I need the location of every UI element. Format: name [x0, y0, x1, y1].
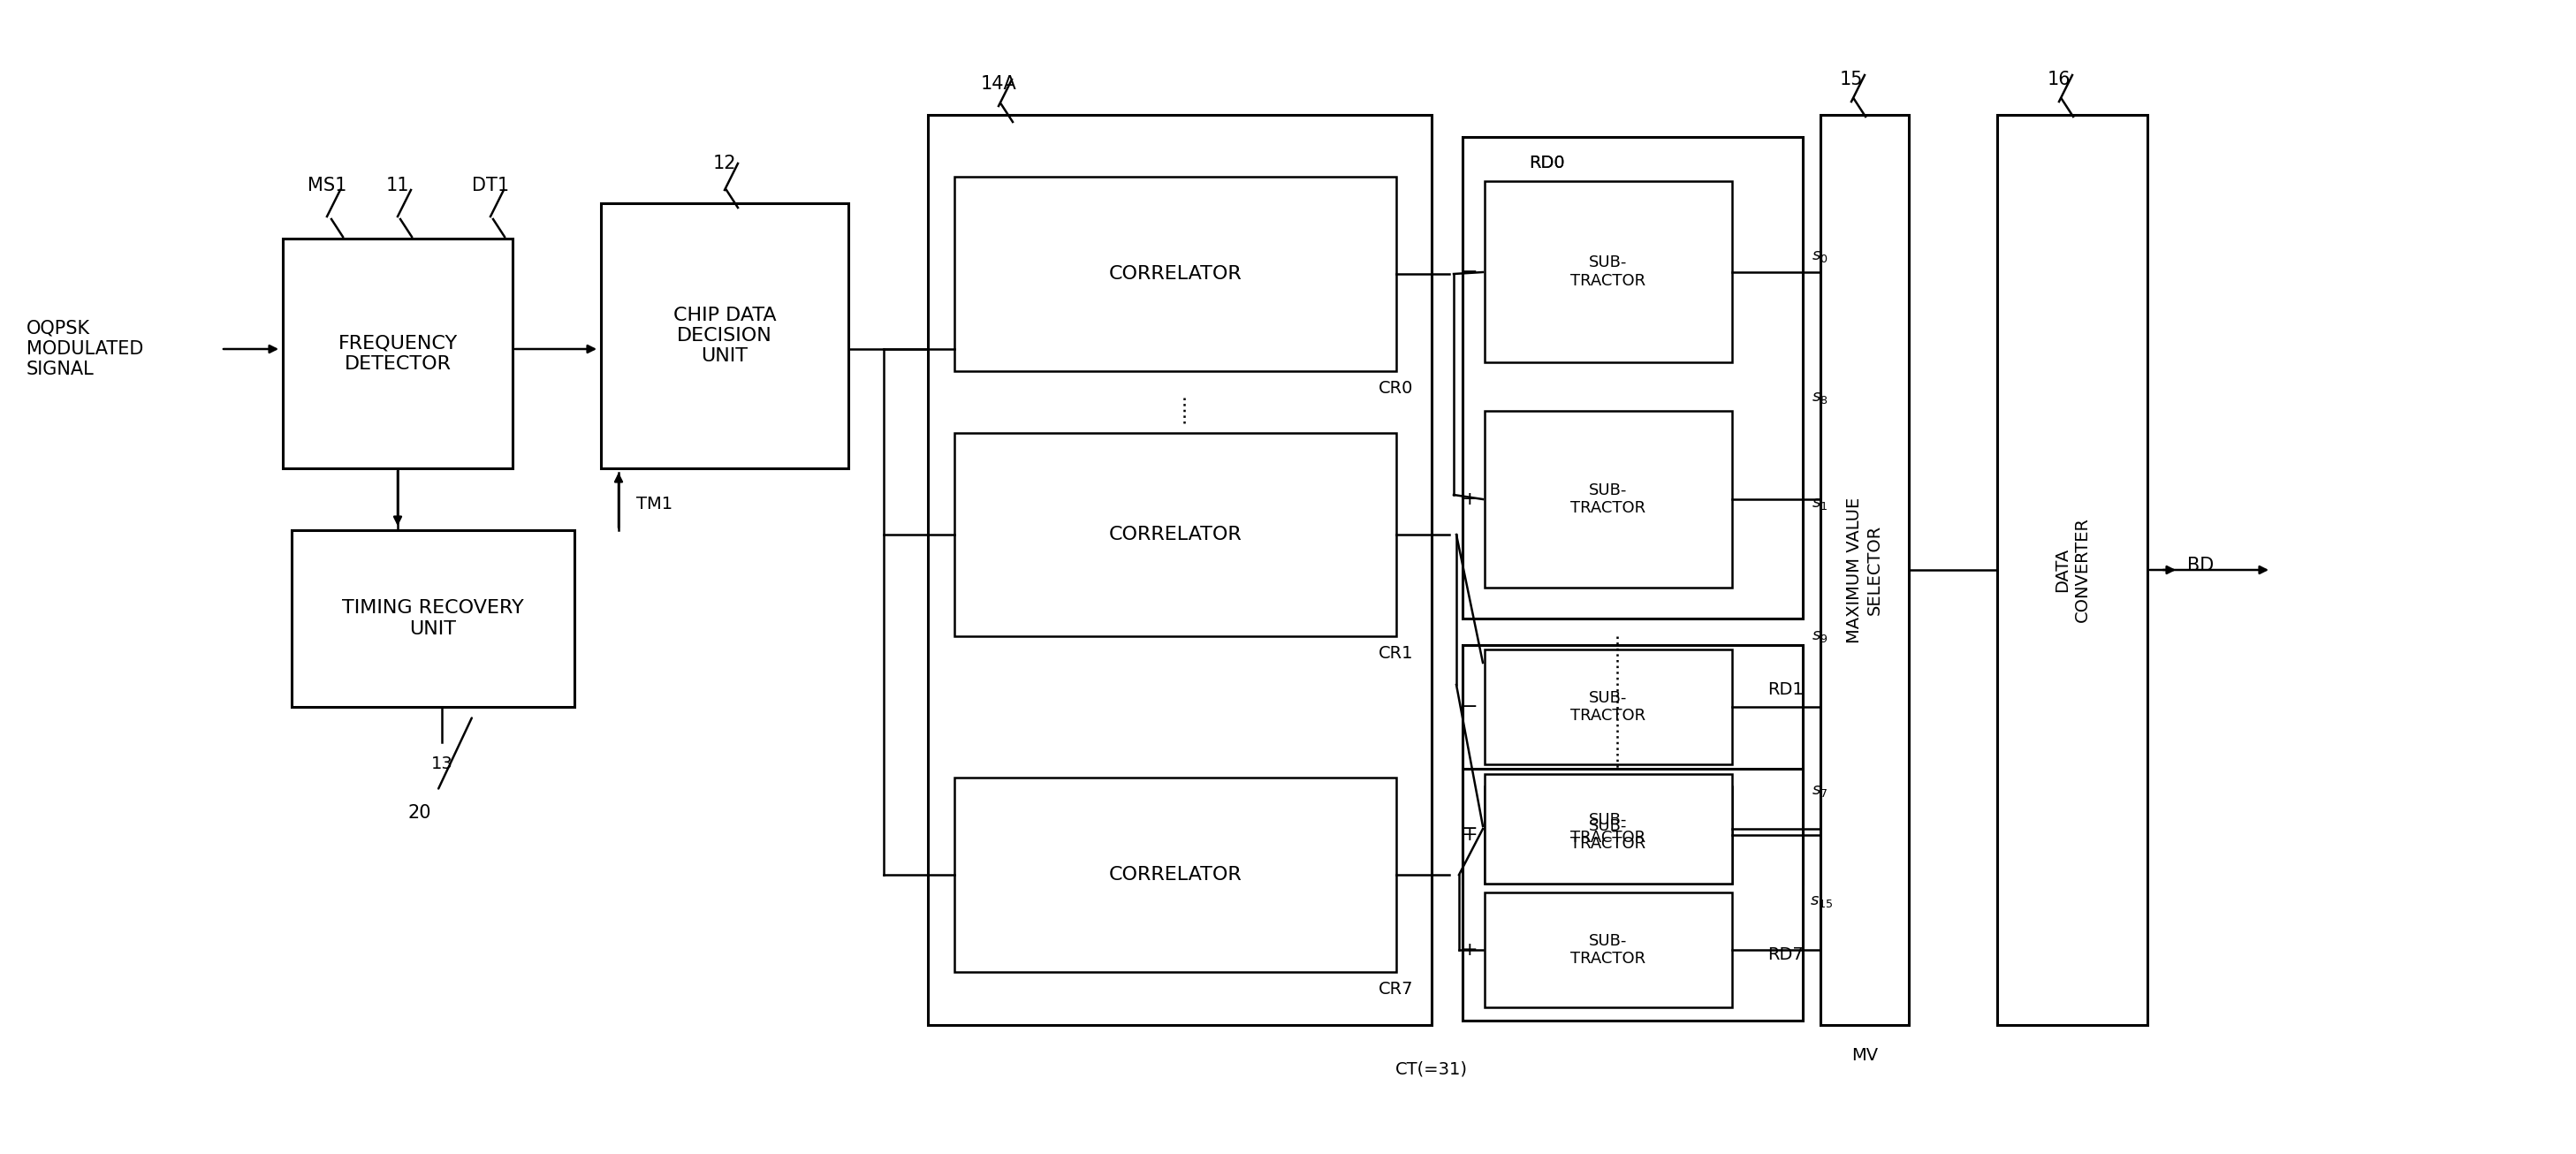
Text: SUB-
TRACTOR: SUB- TRACTOR [1571, 255, 1646, 288]
Text: BD: BD [2187, 556, 2213, 575]
FancyBboxPatch shape [291, 530, 574, 707]
Text: CORRELATOR: CORRELATOR [1108, 526, 1242, 544]
FancyBboxPatch shape [1463, 769, 1803, 1020]
FancyBboxPatch shape [1484, 774, 1731, 884]
Text: MV: MV [1852, 1047, 1878, 1064]
Text: MAXIMUM VALUE
SELECTOR: MAXIMUM VALUE SELECTOR [1847, 497, 1883, 643]
FancyBboxPatch shape [927, 115, 1432, 1025]
Text: DT1: DT1 [471, 177, 510, 194]
Text: +: + [1461, 826, 1479, 844]
FancyBboxPatch shape [1484, 892, 1731, 1007]
Text: SUB-
TRACTOR: SUB- TRACTOR [1571, 690, 1646, 724]
Text: SUB-
TRACTOR: SUB- TRACTOR [1571, 811, 1646, 846]
Text: $s_7$: $s_7$ [1811, 782, 1829, 799]
Text: MS1: MS1 [307, 177, 348, 194]
Text: CORRELATOR: CORRELATOR [1108, 265, 1242, 283]
FancyBboxPatch shape [1484, 181, 1731, 362]
Text: CORRELATOR: CORRELATOR [1108, 866, 1242, 884]
FancyBboxPatch shape [1484, 650, 1731, 764]
Text: $s_{15}$: $s_{15}$ [1811, 893, 1834, 909]
Text: RD7: RD7 [1767, 946, 1803, 962]
FancyBboxPatch shape [283, 239, 513, 469]
Text: $s_0$: $s_0$ [1811, 248, 1829, 264]
FancyBboxPatch shape [1996, 115, 2148, 1025]
Text: −: − [1461, 820, 1479, 838]
Text: CT(=31): CT(=31) [1396, 1061, 1468, 1077]
FancyBboxPatch shape [953, 433, 1396, 636]
Text: −: − [1461, 698, 1479, 715]
Text: 11: 11 [386, 177, 410, 194]
FancyBboxPatch shape [953, 778, 1396, 972]
Text: +: + [1461, 941, 1479, 959]
FancyBboxPatch shape [1484, 786, 1731, 884]
FancyBboxPatch shape [1484, 411, 1731, 587]
Text: SUB-
TRACTOR: SUB- TRACTOR [1571, 818, 1646, 852]
Text: CHIP DATA
DECISION
UNIT: CHIP DATA DECISION UNIT [672, 307, 775, 365]
Text: CR0: CR0 [1378, 380, 1414, 397]
Text: RD0: RD0 [1528, 155, 1564, 172]
Text: TM1: TM1 [636, 495, 672, 512]
FancyBboxPatch shape [1463, 137, 1803, 619]
Text: +: + [1461, 490, 1479, 508]
Text: CR7: CR7 [1378, 981, 1414, 997]
Text: 16: 16 [2048, 70, 2071, 89]
Text: RD1: RD1 [1767, 681, 1803, 698]
Text: SUB-
TRACTOR: SUB- TRACTOR [1571, 932, 1646, 967]
FancyBboxPatch shape [953, 177, 1396, 372]
Text: 20: 20 [407, 804, 430, 822]
Text: OQPSK
MODULATED
SIGNAL: OQPSK MODULATED SIGNAL [26, 320, 144, 379]
Text: $s_8$: $s_8$ [1811, 390, 1829, 405]
Text: RD0: RD0 [1528, 155, 1564, 172]
Text: −: − [1461, 263, 1479, 280]
Text: SUB-
TRACTOR: SUB- TRACTOR [1571, 482, 1646, 516]
FancyBboxPatch shape [600, 203, 848, 469]
Text: 14A: 14A [981, 75, 1018, 92]
Text: 15: 15 [1839, 70, 1862, 89]
Text: 13: 13 [430, 756, 453, 772]
Text: FREQUENCY
DETECTOR: FREQUENCY DETECTOR [337, 335, 459, 373]
FancyBboxPatch shape [1463, 645, 1803, 884]
Text: DATA
CONVERTER: DATA CONVERTER [2053, 517, 2089, 622]
Text: 12: 12 [714, 155, 737, 172]
Text: TIMING RECOVERY
UNIT: TIMING RECOVERY UNIT [343, 599, 523, 638]
Text: CR1: CR1 [1378, 645, 1414, 662]
Text: $s_1$: $s_1$ [1811, 496, 1829, 511]
FancyBboxPatch shape [1821, 115, 1909, 1025]
Text: $s_9$: $s_9$ [1811, 628, 1829, 644]
